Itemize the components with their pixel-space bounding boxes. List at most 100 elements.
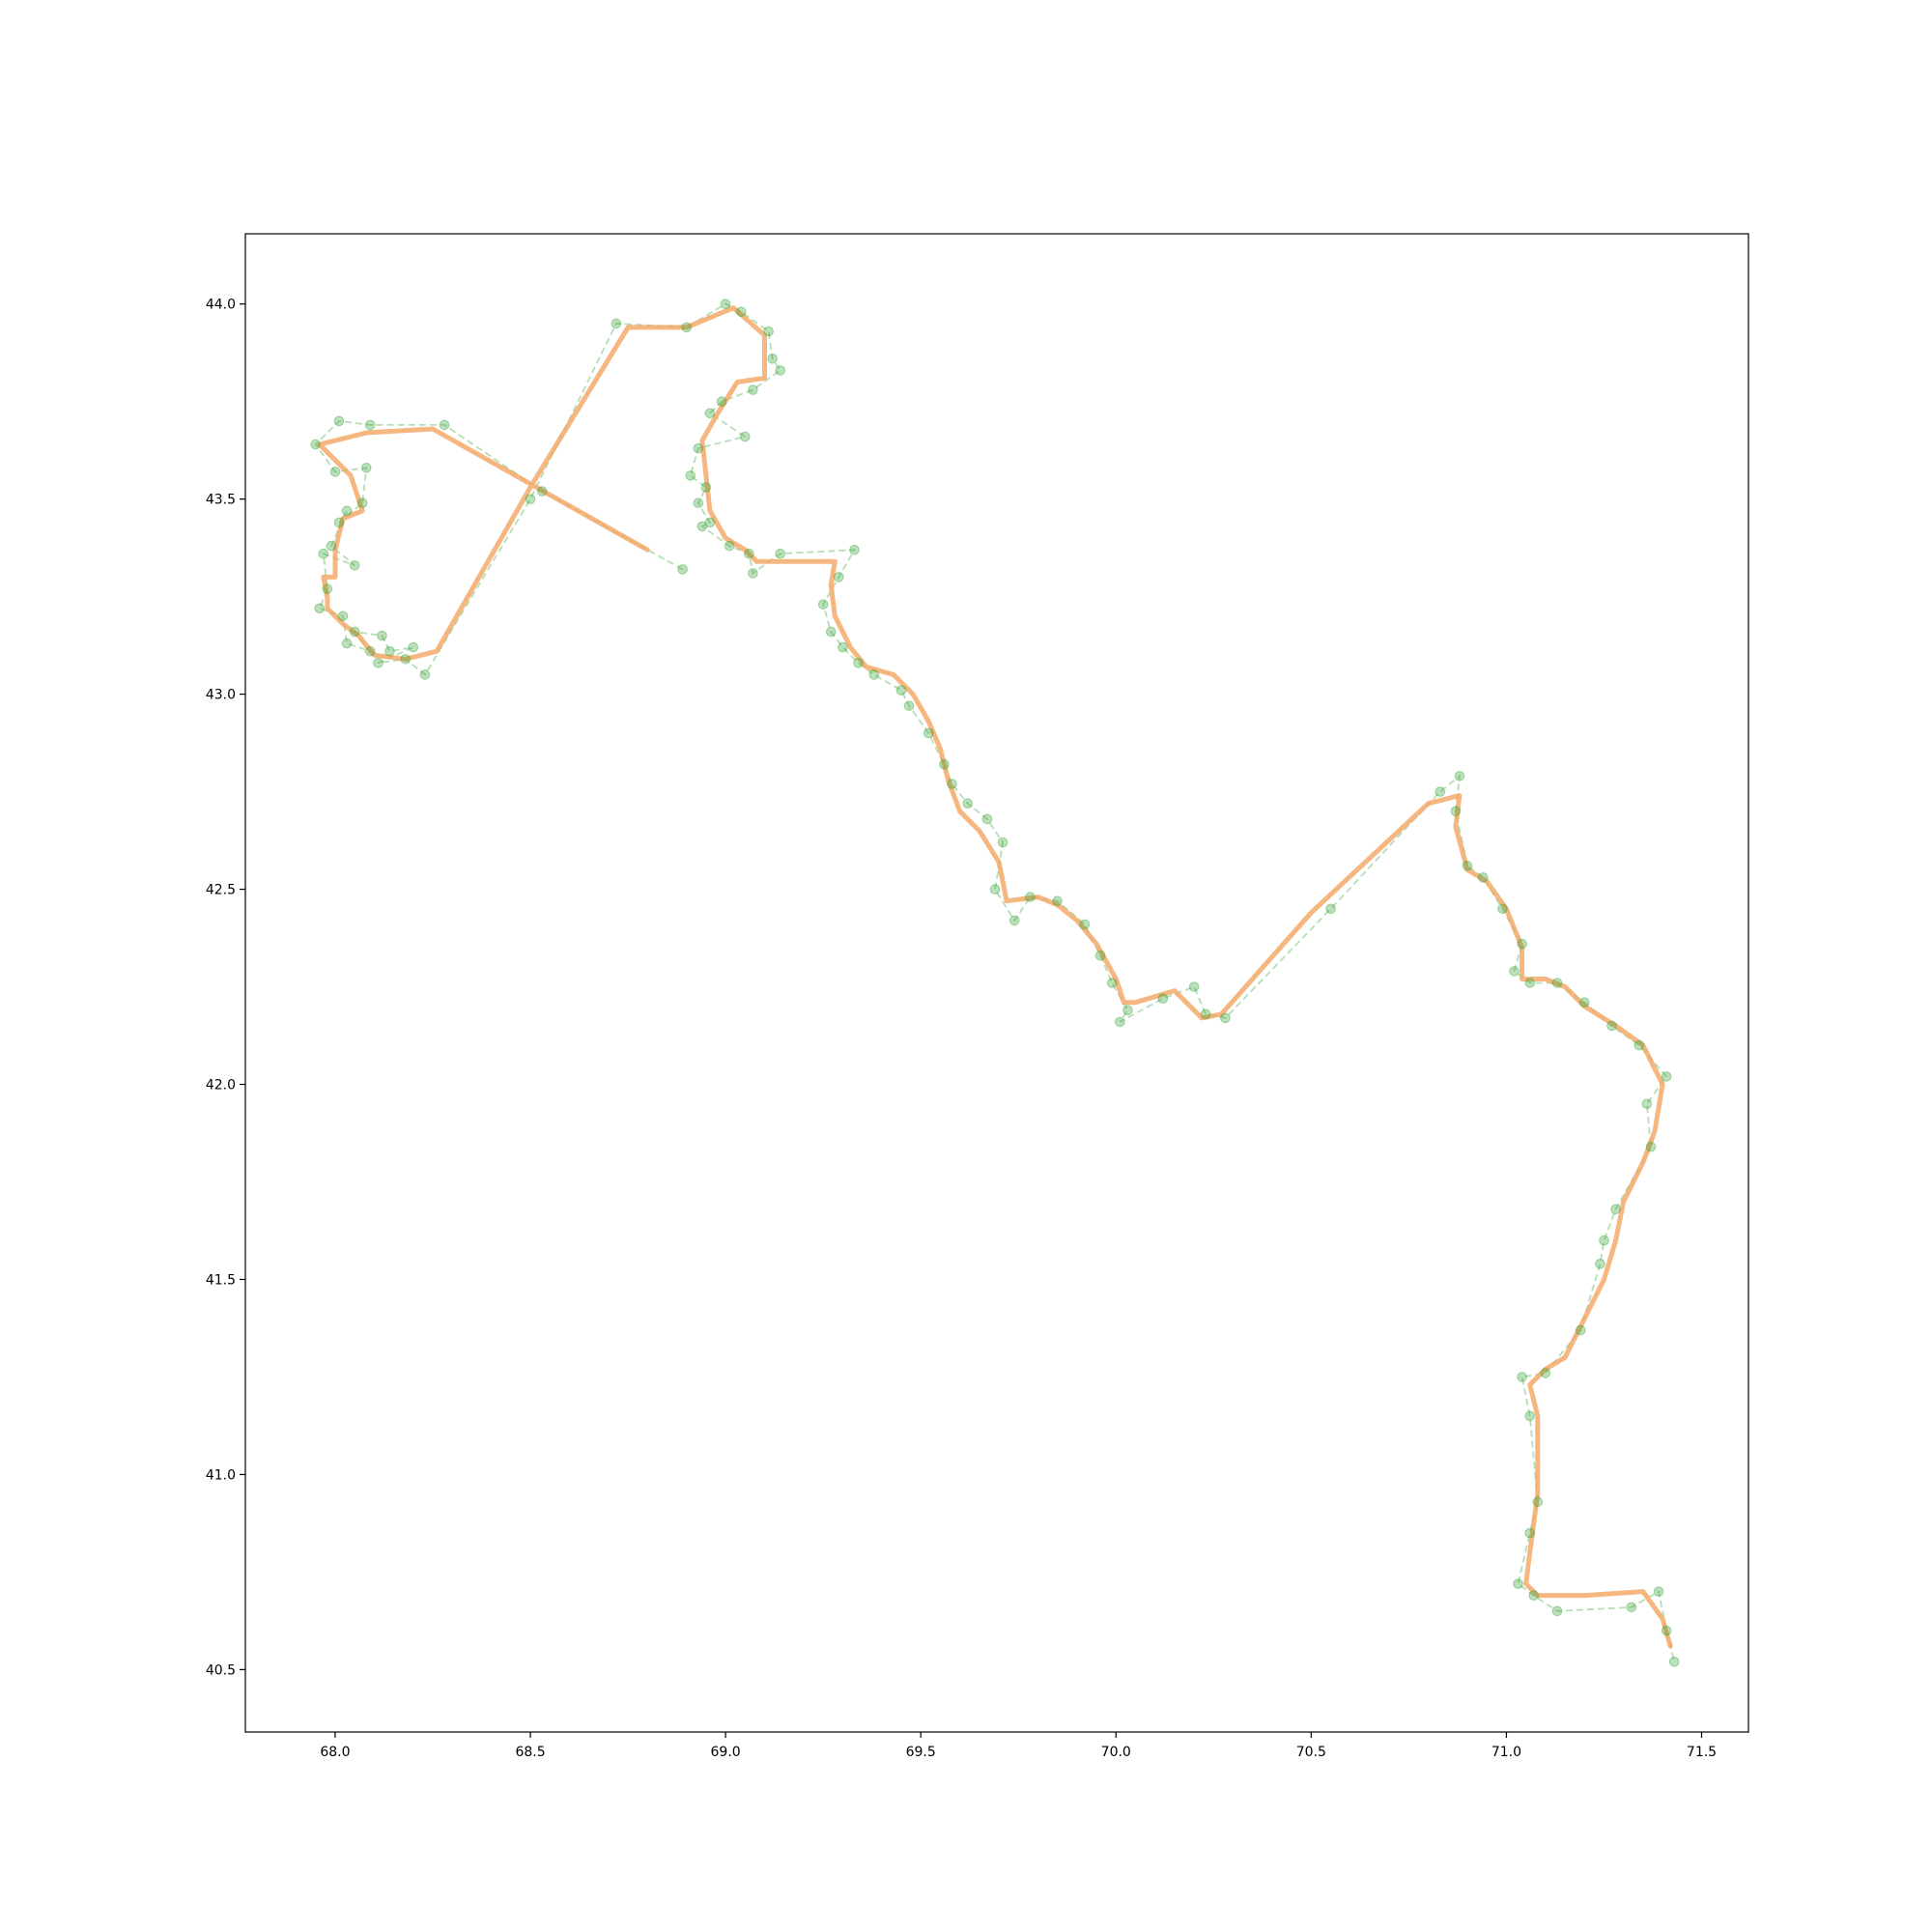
smoothed-track-line: [317, 305, 1673, 1649]
observed-point: [310, 439, 322, 450]
observed-point: [329, 467, 341, 477]
observed-point: [903, 700, 915, 712]
observed-point: [1454, 771, 1465, 781]
observed-point: [825, 626, 837, 638]
x-tick-label: 69.5: [906, 1745, 936, 1760]
observed-point: [1497, 903, 1508, 915]
observed-point: [1524, 978, 1535, 988]
observed-point: [1517, 938, 1527, 950]
observed-point: [704, 408, 716, 419]
observed-point: [989, 884, 1001, 895]
observed-point: [349, 626, 360, 638]
observed-point: [775, 365, 786, 376]
observed-point: [775, 548, 786, 559]
observed-point: [1122, 1005, 1133, 1016]
x-tick-label: 70.0: [1101, 1745, 1131, 1760]
observed-point: [1579, 997, 1590, 1008]
series-layer: [310, 298, 1680, 1667]
observed-point: [1513, 1578, 1523, 1589]
plot-background: [245, 234, 1748, 1732]
y-tick-label: 41.0: [206, 1467, 236, 1483]
observed-point: [724, 540, 735, 552]
observed-point: [377, 630, 387, 641]
observed-point: [1641, 1098, 1653, 1109]
observed-point: [349, 560, 360, 571]
observed-point: [1524, 1410, 1535, 1422]
observed-point: [677, 564, 689, 575]
observed-point: [337, 611, 349, 622]
observed-point: [696, 521, 708, 532]
observed-point: [748, 384, 758, 395]
observed-point: [681, 322, 693, 333]
observed-point: [817, 599, 829, 611]
observed-point: [1606, 1020, 1617, 1032]
observed-point: [373, 658, 384, 668]
observed-point: [997, 837, 1009, 848]
observed-point: [1188, 981, 1200, 992]
observed-point: [748, 568, 758, 579]
observed-point: [1220, 1012, 1231, 1024]
observed-point: [439, 419, 450, 431]
observed-point: [1668, 1657, 1680, 1667]
observed-point: [981, 813, 993, 825]
observed-point: [333, 415, 345, 427]
observed-point: [333, 517, 345, 528]
observed-point: [740, 431, 751, 442]
observed-point: [849, 544, 860, 555]
observed-point: [704, 517, 716, 528]
plot-area: [245, 234, 1748, 1732]
observed-point: [1610, 1204, 1621, 1215]
y-tick-label: 43.0: [206, 688, 236, 703]
observed-point: [1025, 892, 1036, 902]
y-tick-label: 40.5: [206, 1662, 236, 1678]
observed-point: [365, 419, 376, 431]
observed-point: [1540, 1368, 1551, 1378]
x-tick-label: 70.5: [1296, 1745, 1326, 1760]
observed-point: [1106, 978, 1118, 988]
observed-point: [1551, 978, 1563, 988]
observed-point: [1634, 1039, 1645, 1051]
observed-point: [736, 306, 747, 318]
y-tick-label: 42.5: [206, 883, 236, 898]
observed-point: [868, 669, 880, 680]
y-tick-label: 43.5: [206, 493, 236, 508]
observed-point: [1517, 1372, 1527, 1382]
observed-point: [314, 603, 326, 614]
observed-point: [1551, 1605, 1563, 1617]
observed-point: [700, 482, 712, 493]
observed-point: [763, 326, 774, 337]
observed-point: [838, 641, 848, 653]
observed-point: [1626, 1602, 1637, 1613]
axes-frame: [244, 233, 1749, 1733]
observed-point: [1528, 1590, 1539, 1601]
observed-point: [1653, 1586, 1664, 1597]
observed-point: [1524, 1527, 1535, 1539]
observed-point: [400, 654, 412, 665]
y-tick-label: 42.0: [206, 1078, 236, 1094]
observed-point: [1009, 915, 1020, 926]
observed-point: [1645, 1141, 1657, 1152]
observed-point: [326, 540, 337, 552]
observed-point: [720, 298, 731, 310]
observed-point: [1599, 1235, 1609, 1246]
observed-point: [1509, 966, 1520, 977]
y-tick-label: 44.0: [206, 298, 236, 313]
y-tick-label: 41.5: [206, 1272, 236, 1288]
observed-point: [853, 658, 864, 668]
observed-point: [1094, 950, 1106, 961]
observed-point: [947, 779, 957, 789]
observed-point: [962, 798, 974, 810]
observed-point: [1450, 806, 1462, 817]
observed-point: [384, 645, 395, 657]
observed-point: [939, 759, 950, 770]
observed-point: [365, 645, 376, 657]
observed-point: [419, 669, 431, 680]
observed-point: [693, 442, 704, 454]
observed-point: [716, 396, 727, 408]
x-tick-label: 68.0: [320, 1745, 350, 1760]
observed-point: [1661, 1625, 1672, 1636]
observed-point: [341, 505, 353, 517]
observed-point: [685, 470, 696, 481]
observed-point: [767, 354, 778, 364]
